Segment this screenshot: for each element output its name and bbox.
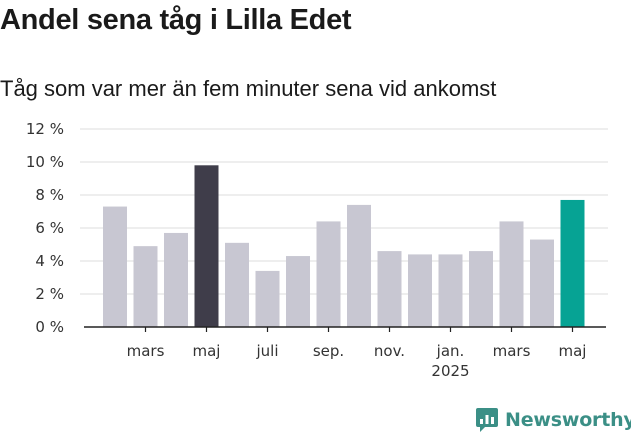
bars <box>103 165 585 327</box>
chart-subtitle: Tåg som var mer än fem minuter sena vid … <box>0 76 497 101</box>
bar-2025-04 <box>530 239 554 327</box>
y-tick-label: 0 % <box>35 318 64 336</box>
bar-2024-02 <box>103 206 127 327</box>
y-tick-label: 2 % <box>35 285 64 303</box>
x-tick-label: sep. <box>313 342 344 360</box>
bar-2025-01 <box>438 254 463 327</box>
y-tick-label: 10 % <box>26 153 64 171</box>
bar-2024-10 <box>347 204 371 327</box>
bar-2024-09 <box>316 221 341 327</box>
bar-2024-03 <box>133 246 158 327</box>
bar-2024-12 <box>408 254 432 327</box>
x-tick-label: jan. <box>436 342 465 360</box>
bar-2024-08 <box>286 256 310 327</box>
bar-2025-05 <box>560 199 585 327</box>
y-tick-label: 12 % <box>26 120 64 138</box>
bar-2024-07 <box>255 270 280 327</box>
x-tick-label: mars <box>127 342 165 360</box>
bar-2024-05 <box>194 165 219 327</box>
x-tick-label: maj <box>193 342 221 360</box>
y-tick-label: 6 % <box>35 219 64 237</box>
x-tick-label: maj <box>559 342 587 360</box>
y-tick-label: 8 % <box>35 186 64 204</box>
x-tick-year-label: 2025 <box>431 362 469 380</box>
bar-2024-06 <box>225 242 249 327</box>
newsworthy-logo-icon <box>476 408 498 432</box>
bar-2024-11 <box>377 251 402 327</box>
gridlines <box>80 128 608 295</box>
x-tick-label: nov. <box>374 342 405 360</box>
y-tick-label: 4 % <box>35 252 64 270</box>
x-tick-label: mars <box>493 342 531 360</box>
x-tick-label: juli <box>255 342 278 360</box>
bar-2025-02 <box>469 251 493 327</box>
bar-2025-03 <box>499 221 524 327</box>
x-axis-ticks: mars maj juli sep. nov. jan. 2025 mars maj <box>127 327 587 380</box>
y-axis-ticks: 0 % 2 % 4 % 6 % 8 % 10 % 12 % <box>26 120 64 336</box>
brand-name: Newsworthy <box>505 409 631 431</box>
bar-2024-04 <box>164 232 188 327</box>
brand: Newsworthy <box>475 407 631 433</box>
chart-title: Andel sena tåg i Lilla Edet <box>0 4 352 36</box>
